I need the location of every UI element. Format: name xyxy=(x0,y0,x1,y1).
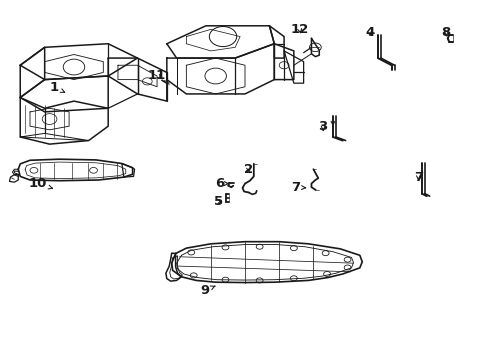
Text: 7: 7 xyxy=(414,171,423,184)
Text: 12: 12 xyxy=(291,23,309,36)
Text: 10: 10 xyxy=(28,177,52,190)
Text: 8: 8 xyxy=(441,26,451,39)
Text: 2: 2 xyxy=(245,163,253,176)
Text: 9: 9 xyxy=(200,284,215,297)
Text: 6: 6 xyxy=(215,177,228,190)
Text: 3: 3 xyxy=(318,121,328,134)
Text: 4: 4 xyxy=(365,26,374,39)
Text: 11: 11 xyxy=(148,69,166,82)
Text: 1: 1 xyxy=(50,81,65,94)
Text: 7: 7 xyxy=(291,181,306,194)
Text: 5: 5 xyxy=(214,195,222,208)
